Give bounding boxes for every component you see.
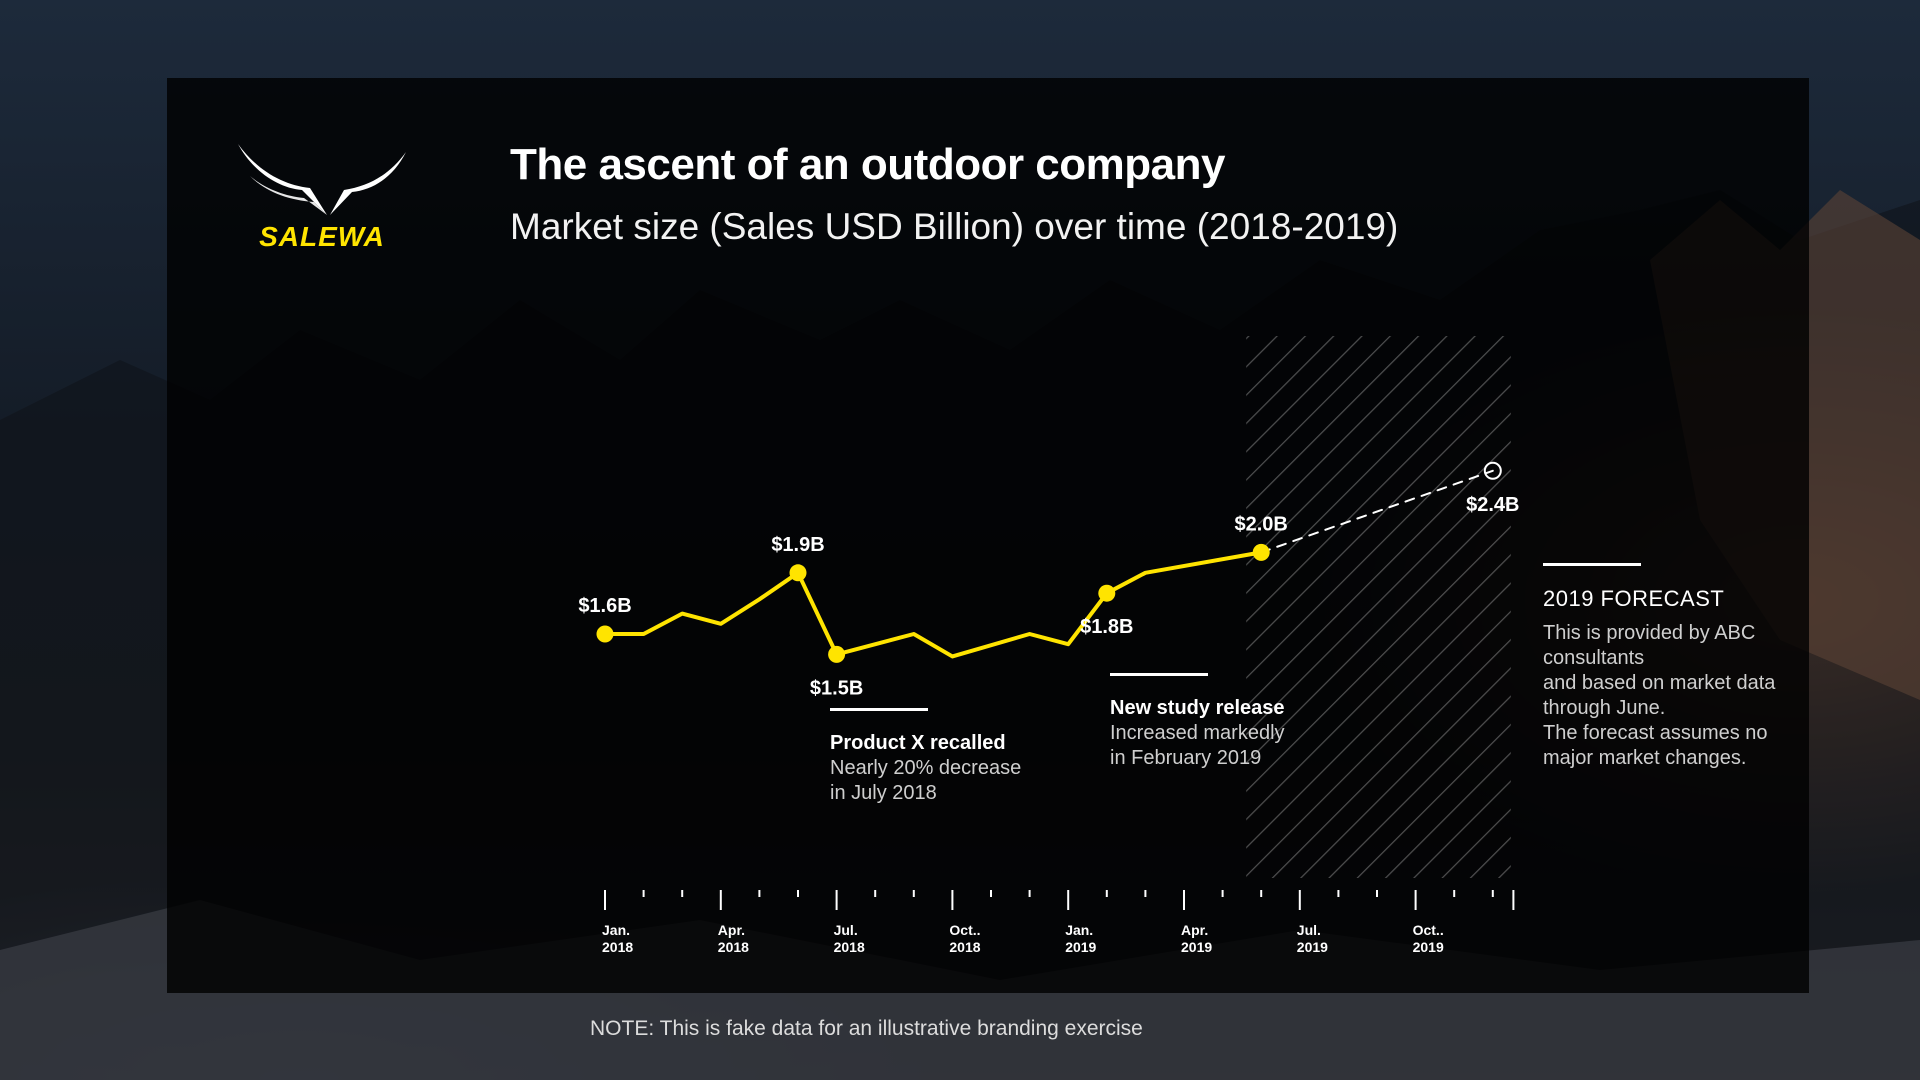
- forecast-series-line: [1260, 469, 1494, 554]
- data-point-marker: [1098, 584, 1116, 602]
- annotation-text: and based on market data: [1543, 672, 1776, 694]
- annotation-forecast: 2019 FORECAST This is provided by ABC co…: [1543, 563, 1775, 771]
- annotation-text: consultants: [1543, 647, 1645, 669]
- annotation-text: The forecast assumes no: [1543, 722, 1768, 744]
- annotation-text: This is provided by ABC: [1543, 622, 1756, 644]
- annotation-rule: [1110, 673, 1208, 676]
- forecast-hatched-region: [1246, 336, 1511, 878]
- footer-note: NOTE: This is fake data for an illustrat…: [590, 1017, 1143, 1040]
- annotation-heading: Product X recalled: [830, 732, 1006, 754]
- chart-panel: [167, 78, 1809, 993]
- x-axis-tick-label: Jan. 2019: [1065, 922, 1096, 955]
- annotation-heading: 2019 FORECAST: [1543, 586, 1725, 611]
- x-axis-tick-label: Apr. 2018: [718, 922, 749, 955]
- page-subtitle: Market size (Sales USD Billion) over tim…: [510, 206, 1399, 247]
- data-point-label: $1.8B: [1080, 616, 1133, 638]
- annotation-study-release: New study release Increased markedly in …: [1110, 673, 1285, 771]
- annotation-heading: New study release: [1110, 697, 1285, 719]
- data-point-label: $1.9B: [771, 534, 824, 556]
- data-point-label: $2.0B: [1235, 513, 1288, 535]
- data-point-label: $1.6B: [578, 595, 631, 617]
- annotation-rule: [830, 708, 928, 711]
- x-axis-tick-label: Jul. 2019: [1297, 922, 1328, 955]
- annotation-rule: [1543, 563, 1641, 566]
- annotation-text: major market changes.: [1543, 747, 1747, 769]
- x-axis-tick-label: Jul. 2018: [834, 922, 865, 955]
- page-title: The ascent of an outdoor company: [510, 140, 1225, 189]
- salewa-eagle-logo: SALEWA: [238, 144, 406, 252]
- x-axis-tick-label: Apr. 2019: [1181, 922, 1212, 955]
- annotation-text: through June.: [1543, 697, 1666, 719]
- annotation-product-recall: Product X recalled Nearly 20% decrease i…: [830, 708, 1021, 806]
- annotation-text: in February 2019: [1110, 747, 1262, 769]
- data-point-label: $2.4B: [1466, 494, 1519, 516]
- annotation-text: Increased markedly: [1110, 722, 1285, 744]
- annotation-text: Nearly 20% decrease: [830, 757, 1022, 779]
- annotation-text: in July 2018: [830, 782, 937, 804]
- data-point-marker: [789, 564, 807, 582]
- x-axis-tick-label: Oct.. 2018: [949, 922, 980, 955]
- x-axis-tick-label: Oct.. 2019: [1413, 922, 1444, 955]
- x-axis-tick-label: Jan. 2018: [602, 922, 633, 955]
- brand-wordmark: SALEWA: [259, 221, 385, 252]
- data-point-marker: [828, 645, 846, 663]
- data-point-marker: [596, 625, 614, 643]
- sales-series-line: [603, 550, 1264, 659]
- forecast-point-marker: [1483, 461, 1502, 480]
- data-point-marker: [1252, 543, 1270, 561]
- data-point-label: $1.5B: [810, 677, 863, 699]
